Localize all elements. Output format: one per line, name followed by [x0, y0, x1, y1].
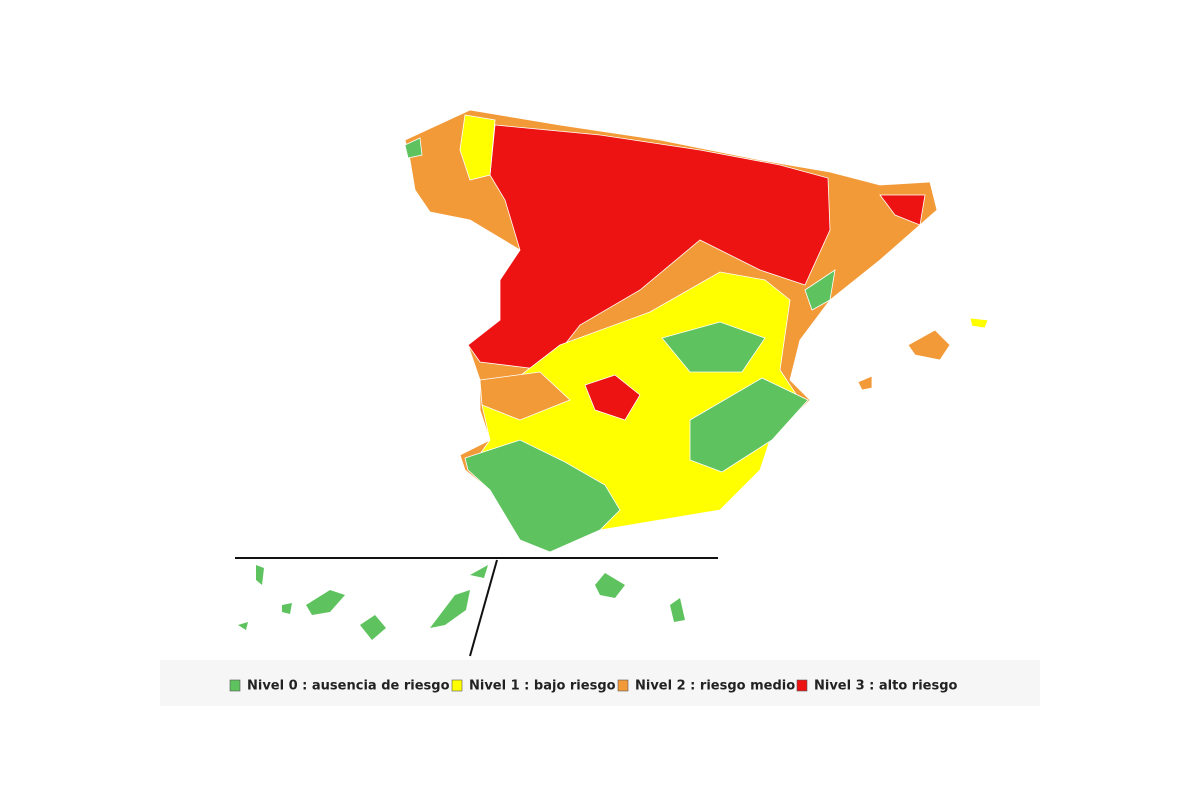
region-level-1 [459, 114, 496, 181]
region-level-0 [464, 439, 621, 553]
island [670, 598, 685, 622]
island [306, 590, 345, 615]
region-level-0 [804, 269, 836, 311]
legend: Nivel 0 : ausencia de riesgo Nivel 1 : ba… [229, 679, 958, 694]
legend-label: Nivel 2 : riesgo medio [635, 679, 795, 694]
legend-swatch [229, 679, 241, 692]
inset-border [469, 559, 498, 657]
island-menorca [969, 317, 989, 329]
island-mallorca [907, 329, 951, 361]
island [595, 573, 625, 598]
region-level-3 [584, 374, 641, 421]
island [360, 615, 386, 640]
legend-label: Nivel 1 : bajo riesgo [469, 679, 616, 694]
legend-swatch [796, 679, 808, 692]
island [256, 565, 264, 585]
region-level-3 [467, 124, 831, 371]
legend-swatch [451, 679, 463, 692]
island-ibiza [857, 375, 873, 391]
legend-label: Nivel 0 : ausencia de riesgo [247, 679, 450, 694]
region-level-0 [661, 321, 766, 373]
region-level-3 [879, 194, 926, 226]
legend-band [160, 660, 1040, 706]
island [430, 590, 470, 628]
legend-swatch [617, 679, 629, 692]
legend-label: Nivel 3 : alto riesgo [814, 679, 958, 694]
canary-islands [238, 565, 685, 640]
island [282, 603, 292, 614]
island [238, 622, 248, 630]
region-level-0 [404, 137, 423, 159]
island [470, 565, 488, 578]
region-level-0 [689, 377, 809, 473]
region-level-2 [479, 371, 571, 421]
peninsula-map [404, 109, 989, 553]
